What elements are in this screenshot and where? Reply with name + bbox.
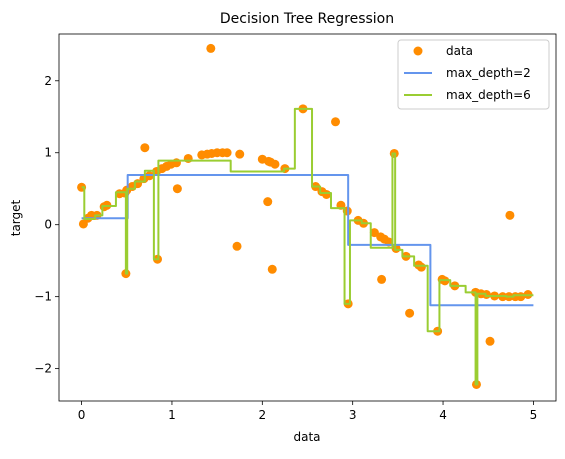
- data-point-44: [331, 117, 341, 127]
- data-point-50: [369, 228, 379, 238]
- y-tick-label--2: −2: [34, 362, 52, 376]
- data-point-32: [235, 149, 245, 159]
- legend-label-data: data: [446, 44, 473, 58]
- y-tick-label-2: 2: [44, 74, 52, 88]
- data-point-26: [206, 43, 216, 53]
- y-tick-label--1: −1: [34, 290, 52, 304]
- legend-box: [397, 39, 550, 110]
- x-axis-label: data: [293, 430, 320, 444]
- data-point-37: [267, 264, 277, 274]
- legend-label-max-depth-2: max_depth=2: [446, 66, 531, 80]
- y-tick-label-0: 0: [44, 218, 52, 232]
- data-point-31: [232, 241, 242, 251]
- x-tick-label-0: 0: [78, 408, 86, 422]
- plot-frame: [58, 33, 557, 402]
- x-tick-label-5: 5: [530, 408, 538, 422]
- data-point-52: [377, 274, 387, 284]
- y-tick-label-1: 1: [44, 146, 52, 160]
- x-tick-label-3: 3: [349, 408, 357, 422]
- data-point-43: [321, 189, 331, 199]
- data-point-14: [140, 143, 150, 153]
- data-point-30: [222, 148, 232, 158]
- y-axis-label: target: [9, 199, 23, 236]
- series-line-max-depth-6: [81, 107, 534, 386]
- data-point-38: [270, 159, 280, 169]
- chart-title: Decision Tree Regression: [220, 11, 394, 27]
- plot-series: [77, 43, 534, 389]
- x-tick-label-2: 2: [258, 408, 266, 422]
- x-tick-label-4: 4: [439, 408, 447, 422]
- data-point-73: [505, 210, 515, 220]
- data-point-34: [263, 197, 273, 207]
- x-tick-label-1: 1: [168, 408, 176, 422]
- data-point-60: [416, 262, 426, 272]
- data-point-58: [405, 308, 415, 318]
- legend-label-max-depth-6: max_depth=6: [446, 88, 531, 102]
- y-axis: −2 −1 0 1 2: [34, 74, 59, 376]
- data-point-22: [172, 184, 182, 194]
- x-axis: 0 1 2 3 4 5: [78, 401, 537, 422]
- legend-marker-data: [413, 46, 423, 56]
- legend: data max_depth=2 max_depth=6: [397, 39, 550, 110]
- data-point-69: [485, 336, 495, 346]
